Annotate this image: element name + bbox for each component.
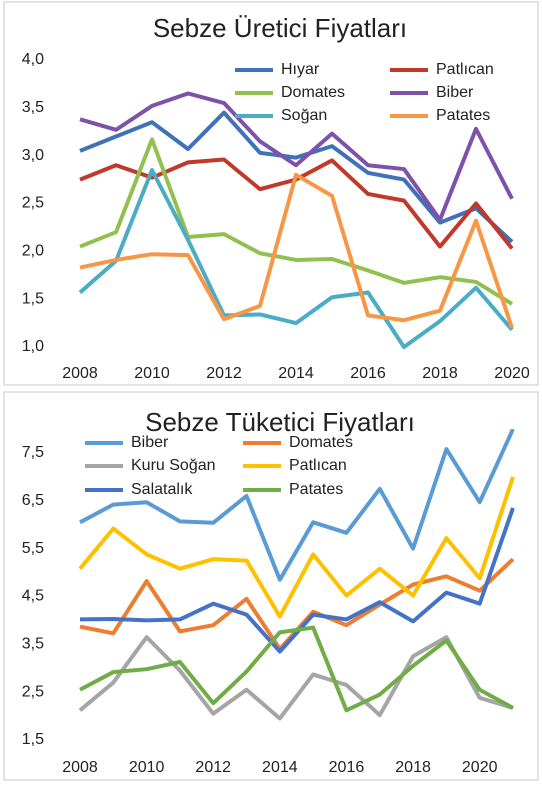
x-tick-label: 2012 [195, 759, 231, 776]
y-tick-label: 3,5 [22, 636, 44, 653]
legend-label: Soğan [281, 107, 327, 124]
plot-area [78, 91, 514, 349]
x-tick-label: 2014 [262, 759, 298, 776]
y-tick-label: 4,0 [22, 51, 44, 68]
y-tick-label: 1,0 [22, 338, 44, 355]
legend-label: Kuru Soğan [131, 457, 216, 474]
series-line [79, 110, 514, 244]
panel [3, 1, 539, 386]
y-tick-label: 2,5 [22, 683, 44, 700]
y-tick-label: 3,0 [22, 147, 44, 164]
legend-label: Patlıcan [289, 457, 347, 474]
x-tick-label: 2010 [134, 365, 170, 382]
chart-title: Sebze Üretici Fiyatları [153, 13, 407, 43]
series-line [79, 91, 514, 222]
panel [3, 391, 539, 781]
legend-label: Patates [289, 481, 343, 498]
legend-label: Domates [289, 434, 353, 451]
series-line [79, 137, 514, 306]
legend-label: Biber [436, 84, 474, 101]
x-tick-label: 2018 [422, 365, 458, 382]
x-tick-label: 2016 [350, 365, 386, 382]
y-tick-label: 2,0 [22, 243, 44, 260]
legend-label: Salatalık [131, 481, 193, 498]
y-tick-label: 7,5 [22, 444, 44, 461]
chart-title: Sebze Tüketici Fiyatları [145, 407, 415, 437]
y-tick-label: 3,5 [22, 99, 44, 116]
x-tick-label: 2008 [62, 759, 98, 776]
legend-label: Patates [436, 107, 490, 124]
x-tick-label: 2008 [62, 365, 98, 382]
plot-area [78, 429, 515, 721]
x-tick-label: 2020 [494, 365, 530, 382]
series-line [79, 625, 514, 713]
y-tick-label: 5,5 [22, 540, 44, 557]
series-line [79, 507, 515, 654]
series-line [79, 172, 514, 329]
y-tick-label: 6,5 [22, 492, 44, 509]
legend-label: Hıyar [281, 61, 320, 78]
x-tick-label: 2010 [129, 759, 165, 776]
series-line [79, 429, 515, 582]
x-tick-label: 2014 [278, 365, 314, 382]
x-tick-label: 2018 [395, 759, 431, 776]
x-tick-label: 2016 [329, 759, 365, 776]
x-tick-label: 2012 [206, 365, 242, 382]
series-line [78, 635, 514, 721]
legend-label: Biber [131, 434, 169, 451]
y-tick-label: 1,5 [22, 290, 44, 307]
y-tick-label: 4,5 [22, 588, 44, 605]
series-line [78, 168, 514, 349]
y-tick-label: 2,5 [22, 195, 44, 212]
legend-label: Domates [281, 84, 345, 101]
legend-label: Patlıcan [436, 61, 494, 78]
series-line [78, 476, 515, 619]
x-tick-label: 2020 [462, 759, 498, 776]
y-tick-label: 1,5 [22, 731, 44, 748]
